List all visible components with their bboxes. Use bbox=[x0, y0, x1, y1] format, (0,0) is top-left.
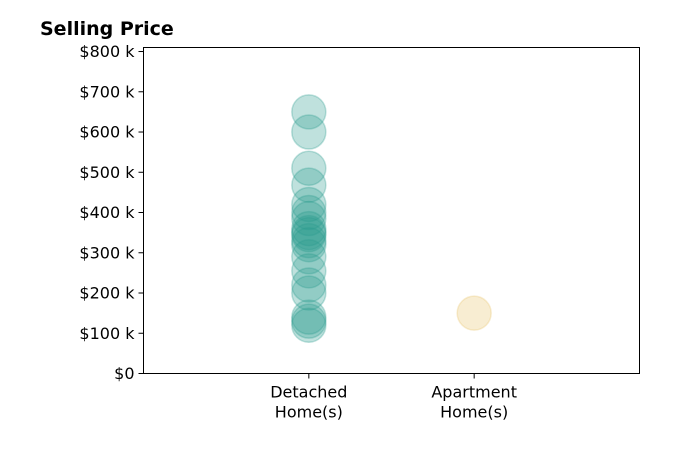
data-point bbox=[291, 222, 327, 259]
data-point bbox=[291, 239, 327, 275]
data-point bbox=[291, 150, 327, 186]
y-tick-label: $300 k bbox=[79, 243, 135, 262]
data-point bbox=[456, 295, 492, 331]
data-point bbox=[291, 303, 327, 339]
data-point bbox=[291, 307, 327, 343]
y-tick-label: $700 k bbox=[79, 82, 135, 101]
y-tick-label: $100 k bbox=[79, 324, 135, 343]
chart-title: Selling Price bbox=[40, 18, 174, 40]
y-tick-label: $200 k bbox=[79, 284, 135, 303]
y-tick-label: $0 bbox=[114, 364, 134, 383]
data-point bbox=[291, 186, 327, 223]
data-point bbox=[291, 210, 327, 247]
plot-frame bbox=[143, 47, 640, 374]
x-tick-label: Detached Home(s) bbox=[270, 383, 347, 422]
data-point bbox=[291, 253, 327, 289]
x-axis: Detached Home(s) Apartment Home(s) bbox=[270, 373, 517, 422]
data-point bbox=[291, 226, 327, 263]
y-tick-label: $400 k bbox=[79, 203, 135, 222]
points-layer bbox=[291, 94, 492, 343]
x-tick-label: Apartment Home(s) bbox=[431, 383, 517, 422]
y-tick-label: $800 k bbox=[79, 42, 135, 61]
data-point bbox=[291, 267, 327, 303]
data-point bbox=[291, 200, 327, 237]
y-tick-label: $600 k bbox=[79, 123, 135, 142]
data-point bbox=[291, 216, 327, 253]
y-tick-label: $500 k bbox=[79, 163, 135, 182]
data-point bbox=[291, 299, 327, 335]
data-point bbox=[291, 214, 327, 251]
data-point bbox=[291, 275, 327, 311]
data-point bbox=[291, 167, 327, 203]
y-axis: $0 $100 k $200 k $300 k $400 k $500 k $600 k $7… bbox=[79, 42, 144, 383]
data-point bbox=[291, 94, 327, 130]
data-point bbox=[291, 114, 327, 150]
data-point bbox=[291, 194, 327, 231]
